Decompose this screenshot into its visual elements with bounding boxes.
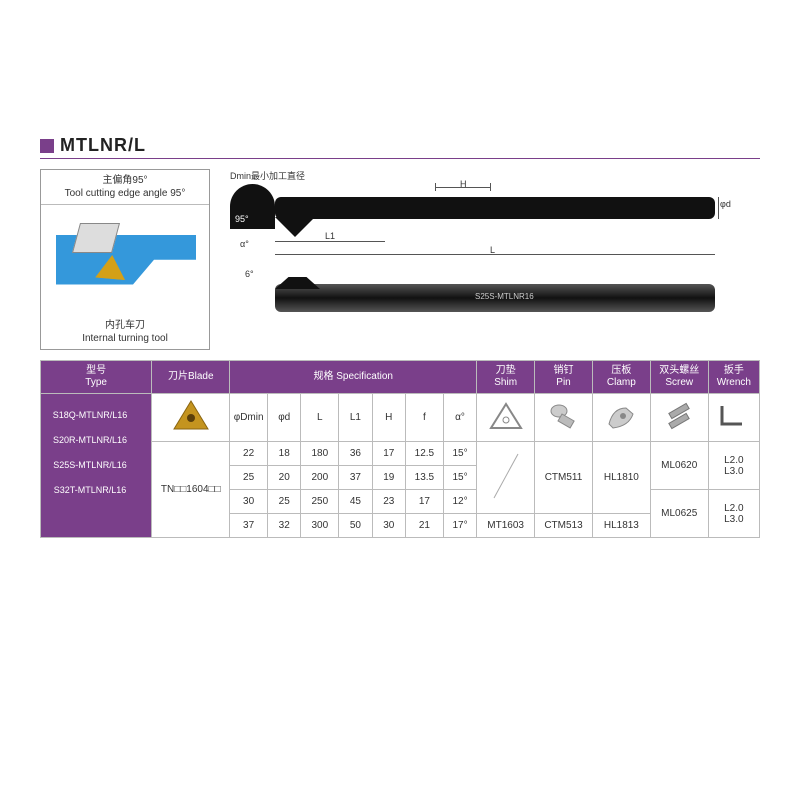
th-pin: 销钉Pin [535,361,593,394]
wrench2: L2.0L3.0 [708,490,759,538]
shim-blank [477,442,535,514]
col-d: φd [268,394,301,442]
six-deg: 6° [245,269,254,279]
tool-illustration [41,205,209,315]
pin1: CTM511 [535,442,593,514]
bar-marking: S25S-MTLNR16 [475,292,534,301]
clamp2: HL1813 [592,514,650,538]
technical-drawing: Dmin最小加工直径 95° α° H φd L1 L 6° S25S-MTLN… [225,169,760,339]
screw-icon [650,394,708,442]
product-title: MTLNR/L [60,135,146,156]
screw2: ML0625 [650,490,708,538]
dmin-label: Dmin最小加工直径 [230,169,305,182]
tool-label-en: Internal turning tool [43,332,207,345]
col-L1: L1 [339,394,372,442]
spec-table: 型号Type 刀片Blade 规格 Specification 刀垫Shim 销… [40,360,760,538]
th-shim: 刀垫Shim [477,361,535,394]
col-L: L [301,394,339,442]
shim-icon [477,394,535,442]
triangle-insert-icon [171,396,211,436]
clamp-icon [592,394,650,442]
blade-icon-cell [152,394,230,442]
pin-icon [535,394,593,442]
angle-label-en: Tool cutting edge angle 95° [43,187,207,200]
alpha-label: α° [240,239,249,249]
th-wrench: 扳手Wrench [708,361,759,394]
angle-label-cn: 主偏角95° [43,174,207,187]
blade-code: TN□□1604□□ [152,442,230,538]
th-clamp: 压板Clamp [592,361,650,394]
pin2: CTM513 [535,514,593,538]
dim-d: φd [720,199,731,209]
info-panel: 主偏角95° Tool cutting edge angle 95° 内孔车刀 … [40,169,210,350]
th-spec: 规格 Specification [230,361,477,394]
th-screw: 双头螺丝Screw [650,361,708,394]
th-type: 型号Type [41,361,152,394]
col-f: f [405,394,443,442]
th-blade: 刀片Blade [152,361,230,394]
tool-label-cn: 内孔车刀 [43,319,207,332]
dim-l1: L1 [325,231,335,241]
shim-mt: MT1603 [477,514,535,538]
title-marker [40,139,54,153]
clamp1: HL1810 [592,442,650,514]
col-H: H [372,394,405,442]
title-bar: MTLNR/L [40,135,760,159]
wrench-icon [708,394,759,442]
col-dmin: φDmin [230,394,268,442]
col-a: α° [443,394,476,442]
angle-95: 95° [235,214,249,224]
screw1: ML0620 [650,442,708,490]
wrench1: L2.0L3.0 [708,442,759,490]
dim-l: L [490,245,495,255]
